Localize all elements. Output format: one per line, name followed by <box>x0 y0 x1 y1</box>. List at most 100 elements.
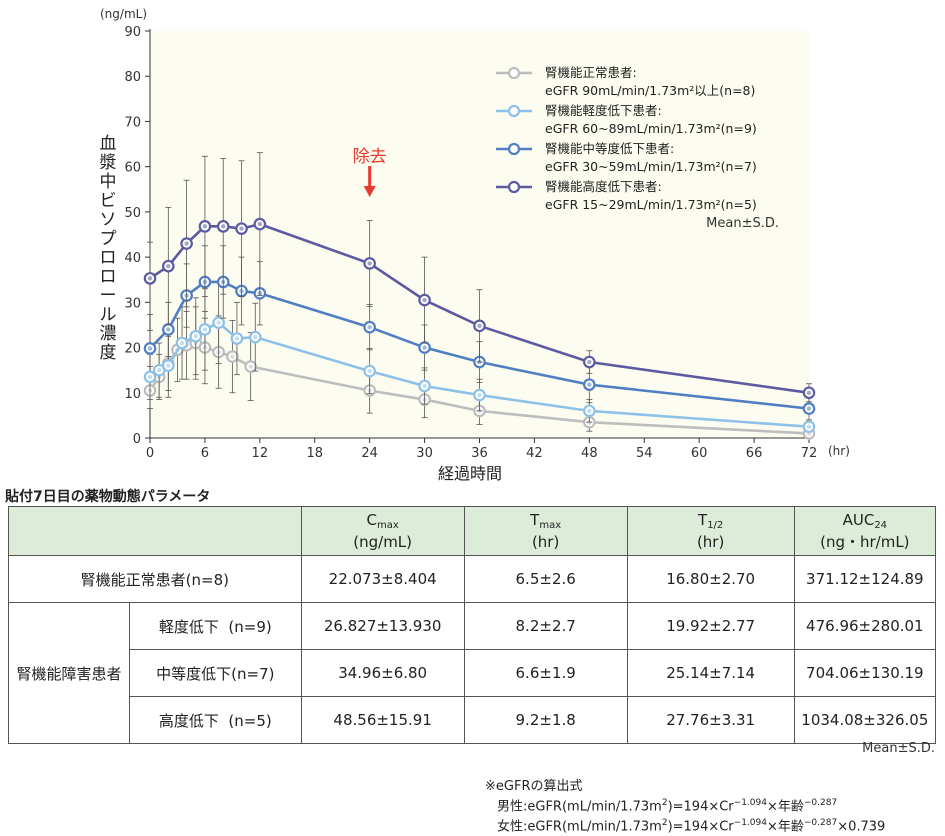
data-point-core <box>239 226 244 231</box>
formula-title: ※eGFRの算出式 <box>485 779 583 794</box>
x-tick-label: 54 <box>636 446 653 461</box>
data-point-core <box>156 367 162 373</box>
legend-label: 腎機能高度低下患者: <box>545 179 662 194</box>
data-point-core <box>234 336 240 341</box>
legend-label: 腎機能正常患者: <box>545 65 637 80</box>
data-point-core <box>587 408 592 414</box>
x-axis-label: 経過時間 <box>438 464 502 483</box>
data-point-core <box>221 224 226 229</box>
legend-sublabel: eGFR 15~29mL/min/1.73m²(n=5) <box>545 197 757 212</box>
cell-tmax: 6.5±2.6 <box>463 555 628 603</box>
row-label: 腎機能正常患者(n=8) <box>8 555 302 603</box>
cell-cmax: 22.073±8.404 <box>300 555 465 603</box>
data-point-core <box>202 224 208 229</box>
formula-female: 女性:eGFR(mL/min/1.73m2)=194×Cr−1.094×年齢−0… <box>497 818 886 835</box>
header-empty <box>8 506 302 556</box>
data-point-core <box>806 390 812 395</box>
data-point-core <box>166 327 171 332</box>
series-severe <box>143 152 816 403</box>
data-point-core <box>422 345 427 350</box>
removal-annotation: 除去 <box>353 147 387 167</box>
header-auc: AUC24 (ng・hr/mL) <box>793 506 937 556</box>
x-tick-label: 60 <box>691 446 708 461</box>
data-point-core <box>202 327 208 332</box>
data-point-core <box>587 382 592 387</box>
axes: 0 10 20 30 40 50 60 70 80 90 0 6 12 18 24 30 36 42 48 54 60 6… <box>124 25 817 461</box>
cell-cmax: 26.827±13.930 <box>300 602 465 650</box>
cell-tmax: 6.6±1.9 <box>463 649 628 697</box>
x-tick-label: 24 <box>361 446 378 461</box>
y-tick-label: 0 <box>133 432 141 447</box>
header-thalf: T1/2 (hr) <box>626 506 795 556</box>
table-row: 腎機能正常患者(n=8) 22.073±8.404 6.5±2.6 16.80±… <box>8 555 937 603</box>
table-footnote: Mean±S.D. <box>862 741 935 756</box>
row-label: 軽度低下 (n=9) <box>129 602 302 650</box>
data-point-core <box>806 424 812 429</box>
data-point-core <box>166 263 171 269</box>
x-tick-label: 36 <box>471 446 488 461</box>
data-point-core <box>806 406 812 411</box>
legend-marker <box>507 66 521 80</box>
y-tick-label: 80 <box>124 70 141 85</box>
data-point-core <box>477 323 482 329</box>
legend: 腎機能正常患者: eGFR 90mL/min/1.73m²以上(n=8) 腎機能軽度… <box>496 65 757 212</box>
group-label: 腎機能障害患者 <box>8 602 130 744</box>
x-unit-label: (hr) <box>828 444 850 458</box>
y-tick-label: 90 <box>124 25 141 40</box>
data-point-core <box>367 368 372 374</box>
cell-thalf: 27.76±3.31 <box>626 696 795 744</box>
row-label: 高度低下 (n=5) <box>129 696 302 744</box>
legend-label: 腎機能中等度低下患者: <box>545 141 674 156</box>
y-tick-label: 30 <box>124 296 141 311</box>
cell-auc: 704.06±130.19 <box>793 649 937 697</box>
y-tick-label: 10 <box>124 387 141 402</box>
removal-arrow-head <box>363 186 376 197</box>
legend-marker <box>507 142 521 156</box>
data-point-core <box>147 276 153 281</box>
data-point-core <box>166 363 171 368</box>
y-tick-label: 60 <box>124 161 141 176</box>
legend-marker <box>507 104 521 118</box>
x-tick-label: 30 <box>416 446 433 461</box>
data-point-core <box>477 392 482 398</box>
legend-sublabel: eGFR 90mL/min/1.73m²以上(n=8) <box>545 83 755 98</box>
y-tick-label: 20 <box>124 342 141 357</box>
header-cmax: Cmax (ng/mL) <box>300 506 465 556</box>
x-tick-label: 42 <box>526 446 543 461</box>
data-point-core <box>147 346 153 351</box>
row-label: 中等度低下(n=7) <box>129 649 302 697</box>
legend-label: 腎機能軽度低下患者: <box>545 103 662 118</box>
series-group <box>143 152 816 440</box>
data-point-core <box>253 334 258 340</box>
cell-tmax: 9.2±1.8 <box>463 696 628 744</box>
concentration-chart: 0 10 20 30 40 50 60 70 80 90 0 6 12 18 24 30 36 42 48 54 60 6… <box>100 7 850 483</box>
legend-marker <box>507 180 521 194</box>
data-point-core <box>422 297 427 303</box>
mean-sd-note: Mean±S.D. <box>706 216 779 231</box>
legend-sublabel: eGFR 60~89mL/min/1.73m²(n=9) <box>545 121 757 136</box>
y-axis-label: 血漿中ビソプロロール濃度 <box>99 134 117 363</box>
data-point-core <box>257 221 263 227</box>
table-row: 中等度低下(n=7) 34.96±6.80 6.6±1.9 25.14±7.14… <box>9 649 937 697</box>
cell-tmax: 8.2±2.7 <box>463 602 628 650</box>
y-tick-label: 40 <box>124 251 141 266</box>
pk-parameter-table: Cmax (ng/mL) Tmax (hr) T1/2 (hr) AUC24 (ng・h… <box>8 506 937 744</box>
x-tick-label: 48 <box>581 446 598 461</box>
y-unit-label: (ng/mL) <box>100 7 147 21</box>
cell-auc: 371.12±124.89 <box>793 555 937 603</box>
cell-auc: 1034.08±326.05 <box>793 696 937 744</box>
y-tick-label: 70 <box>124 115 141 130</box>
data-point-core <box>230 354 235 359</box>
data-point-core <box>184 241 189 246</box>
egfr-formula: ※eGFRの算出式 男性:eGFR(mL/min/1.73m2)=194×Cr−… <box>485 778 885 836</box>
cell-thalf: 16.80±2.70 <box>626 555 795 603</box>
series-mild <box>143 281 816 433</box>
table-row: 高度低下 (n=5) 48.56±15.91 9.2±1.8 27.76±3.3… <box>9 696 937 744</box>
data-point-core <box>193 334 198 339</box>
x-tick-label: 0 <box>146 446 154 461</box>
formula-male: 男性:eGFR(mL/min/1.73m2)=194×Cr−1.094×年齢−0… <box>497 798 838 815</box>
table-title: 貼付7日目の薬物動態パラメータ <box>5 489 211 505</box>
header-tmax: Tmax (hr) <box>463 506 628 556</box>
x-tick-label: 72 <box>801 446 818 461</box>
data-point-core <box>367 261 372 266</box>
